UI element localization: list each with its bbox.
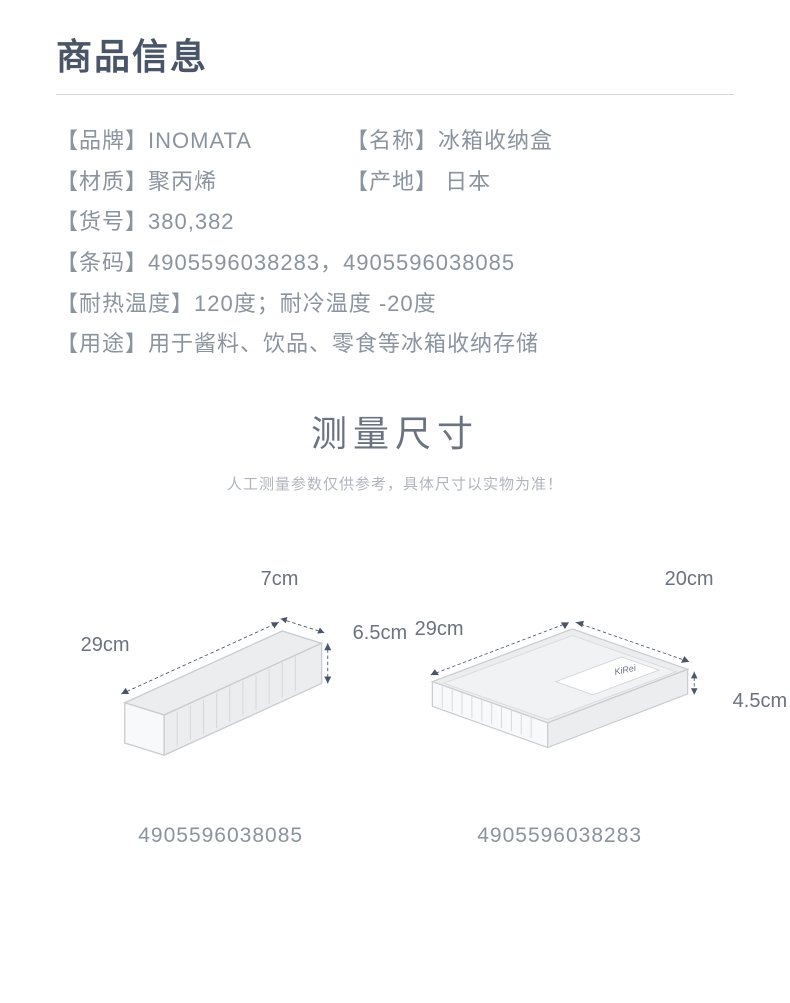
info-sku: 【货号】380,382	[56, 202, 734, 243]
page-title: 商品信息	[56, 28, 734, 80]
info-usage: 【用途】用于酱料、饮品、零食等冰箱收纳存储	[56, 324, 734, 365]
dimensions-title: 测量尺寸	[56, 405, 734, 457]
info-temp-label: 【耐热温度】	[56, 291, 194, 316]
wide-box-icon: KiRei	[395, 624, 725, 764]
product-narrow: 7cm 29cm 6.5cm	[56, 584, 385, 848]
dim-wide-width: 20cm	[665, 568, 714, 591]
info-material-value: 聚丙烯	[148, 169, 217, 194]
info-name: 【名称】冰箱收纳盒	[326, 121, 734, 162]
info-usage-value: 用于酱料、饮品、零食等冰箱收纳存储	[148, 331, 539, 356]
info-name-value: 冰箱收纳盒	[438, 128, 553, 153]
info-origin-value: 日本	[438, 169, 491, 194]
info-material-label: 【材质】	[56, 169, 148, 194]
info-name-label: 【名称】	[346, 128, 438, 153]
info-origin: 【产地】 日本	[326, 162, 734, 203]
info-brand-label: 【品牌】	[56, 128, 148, 153]
info-usage-label: 【用途】	[56, 331, 148, 356]
info-temp-value: 120度；耐冷温度 -20度	[194, 291, 437, 316]
info-brand: 【品牌】INOMATA	[56, 121, 326, 162]
info-sku-value: 380,382	[148, 209, 235, 234]
product-narrow-figure: 7cm 29cm 6.5cm	[101, 594, 341, 764]
info-origin-label: 【产地】	[346, 169, 438, 194]
info-material: 【材质】聚丙烯	[56, 162, 326, 203]
dim-narrow-width: 7cm	[261, 568, 299, 591]
title-divider	[56, 94, 734, 95]
narrow-box-icon	[101, 624, 341, 764]
info-barcode-value: 4905596038283，4905596038085	[148, 250, 515, 275]
info-barcode: 【条码】4905596038283，4905596038085	[56, 243, 734, 284]
product-wide-barcode: 4905596038283	[477, 824, 642, 848]
info-temperature: 【耐热温度】120度；耐冷温度 -20度	[56, 284, 734, 325]
products-row: 7cm 29cm 6.5cm	[56, 584, 734, 848]
product-wide-figure: 20cm 29cm 4.5cm KiRei	[395, 594, 725, 764]
product-wide: 20cm 29cm 4.5cm KiRei	[385, 584, 734, 848]
info-barcode-label: 【条码】	[56, 250, 148, 275]
info-sku-label: 【货号】	[56, 209, 148, 234]
product-info-block: 【品牌】INOMATA 【名称】冰箱收纳盒 【材质】聚丙烯 【产地】 日本 【货…	[56, 121, 734, 365]
dim-wide-height: 4.5cm	[733, 690, 787, 713]
info-brand-value: INOMATA	[148, 128, 252, 153]
dimensions-note: 人工测量参数仅供参考，具体尺寸以实物为准！	[56, 473, 734, 494]
product-narrow-barcode: 4905596038085	[138, 824, 303, 848]
